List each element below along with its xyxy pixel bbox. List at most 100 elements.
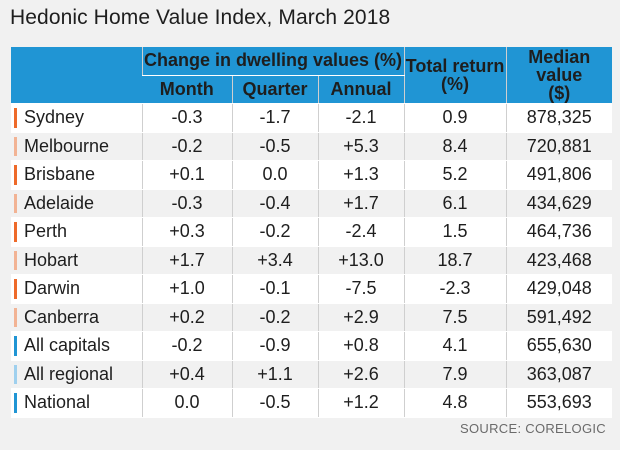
cell-annual: +5.3	[317, 132, 405, 161]
row-name: Sydney	[24, 107, 85, 128]
cell-quarter: -0.4	[231, 189, 318, 218]
chart-title: Hedonic Home Value Index, March 2018	[10, 6, 391, 29]
header-quarter: Quarter	[231, 75, 318, 104]
cell-total-return: 4.1	[403, 331, 507, 361]
cell-month: -0.2	[141, 331, 232, 361]
row-name-cell: Brisbane	[11, 160, 142, 190]
table-row: National 0.0 -0.5 +1.2 4.8 553,693	[11, 388, 613, 418]
cell-annual: -7.5	[317, 274, 405, 304]
cell-total-return: 4.8	[403, 388, 507, 418]
row-name: Perth	[24, 221, 68, 242]
cell-month: +0.2	[141, 303, 232, 332]
cell-median: 491,806	[505, 160, 613, 190]
row-color-bar	[14, 222, 17, 242]
cell-quarter: +1.1	[231, 360, 318, 389]
cell-median: 464,736	[505, 217, 613, 247]
row-name-cell: All regional	[11, 360, 142, 389]
row-name: All regional	[24, 363, 114, 384]
header-line: ($)	[548, 83, 571, 103]
cell-quarter: -1.7	[231, 103, 318, 133]
cell-month: +1.7	[141, 246, 232, 275]
cell-annual: -2.1	[317, 103, 405, 133]
row-color-bar	[14, 108, 17, 128]
row-name-cell: All capitals	[11, 331, 142, 361]
row-name-cell: Sydney	[11, 103, 142, 133]
cell-month: +0.1	[141, 160, 232, 190]
cell-annual: +1.2	[317, 388, 405, 418]
row-name-cell: Adelaide	[11, 189, 142, 218]
cell-quarter: +3.4	[231, 246, 318, 275]
home-value-table: Change in dwelling values (%) Total retu…	[11, 47, 613, 418]
cell-month: +0.4	[141, 360, 232, 389]
cell-total-return: 8.4	[403, 132, 507, 161]
row-color-bar	[14, 393, 17, 413]
header-change-group: Change in dwelling values (%)	[141, 47, 405, 76]
header-row-1: Change in dwelling values (%) Total retu…	[11, 47, 613, 104]
table-row: Brisbane +0.1 0.0 +1.3 5.2 491,806	[11, 160, 613, 190]
row-color-bar	[14, 193, 17, 213]
cell-quarter: 0.0	[231, 160, 318, 190]
cell-median: 720,881	[505, 132, 613, 161]
header-line: Total return	[405, 56, 505, 76]
row-color-bar	[14, 307, 17, 327]
row-name: Brisbane	[24, 164, 96, 185]
cell-quarter: -0.9	[231, 331, 318, 361]
cell-annual: +0.8	[317, 331, 405, 361]
table-row: Perth +0.3 -0.2 -2.4 1.5 464,736	[11, 217, 613, 247]
cell-month: -0.3	[141, 103, 232, 133]
row-name: National	[24, 392, 91, 413]
table-row: Sydney -0.3 -1.7 -2.1 0.9 878,325	[11, 103, 613, 133]
cell-annual: +1.3	[317, 160, 405, 190]
row-name: All capitals	[24, 335, 111, 356]
cell-total-return: 7.5	[403, 303, 507, 332]
cell-annual: -2.4	[317, 217, 405, 247]
table-row: Melbourne -0.2 -0.5 +5.3 8.4 720,881	[11, 132, 613, 161]
row-color-bar	[14, 279, 17, 299]
cell-annual: +2.6	[317, 360, 405, 389]
row-color-bar	[14, 364, 17, 384]
source-note: SOURCE: CORELOGIC	[460, 421, 606, 436]
row-color-bar	[14, 250, 17, 270]
header-row-2: Month Quarter Annual	[11, 75, 612, 104]
cell-quarter: -0.1	[231, 274, 318, 304]
header-month: Month	[142, 75, 232, 104]
cell-median: 434,629	[505, 189, 613, 218]
row-color-bar	[14, 336, 17, 356]
row-name: Canberra	[24, 306, 100, 327]
table-row: Darwin +1.0 -0.1 -7.5 -2.3 429,048	[11, 274, 613, 304]
row-color-bar	[14, 165, 17, 185]
cell-total-return: 5.2	[403, 160, 507, 190]
cell-month: +0.3	[141, 217, 232, 247]
cell-total-return: 0.9	[403, 103, 507, 133]
row-name-cell: National	[11, 388, 142, 418]
cell-annual: +1.7	[317, 189, 405, 218]
cell-quarter: -0.5	[231, 132, 318, 161]
header-line: Median value	[528, 47, 591, 85]
cell-annual: +2.9	[317, 303, 405, 332]
cell-median: 878,325	[505, 103, 613, 133]
cell-median: 423,468	[505, 246, 613, 275]
header-line: (%)	[441, 74, 470, 94]
cell-quarter: -0.5	[231, 388, 318, 418]
table-row: Hobart +1.7 +3.4 +13.0 18.7 423,468	[11, 246, 613, 275]
table-row: Canberra +0.2 -0.2 +2.9 7.5 591,492	[11, 303, 613, 332]
cell-annual: +13.0	[317, 246, 405, 275]
cell-median: 591,492	[505, 303, 613, 332]
cell-total-return: -2.3	[403, 274, 507, 304]
cell-total-return: 1.5	[403, 217, 507, 247]
cell-total-return: 18.7	[403, 246, 507, 275]
row-color-bar	[14, 136, 17, 156]
row-name: Melbourne	[24, 135, 110, 156]
cell-median: 363,087	[505, 360, 613, 389]
cell-median: 429,048	[505, 274, 613, 304]
row-name: Adelaide	[24, 192, 95, 213]
table-row: All capitals -0.2 -0.9 +0.8 4.1 655,630	[11, 331, 613, 361]
header-median-value: Median value ($)	[505, 47, 613, 104]
row-name-cell: Melbourne	[11, 132, 142, 161]
row-name-cell: Canberra	[11, 303, 142, 332]
row-name: Darwin	[24, 278, 81, 299]
table-row: Adelaide -0.3 -0.4 +1.7 6.1 434,629	[11, 189, 613, 218]
cell-median: 655,630	[505, 331, 613, 361]
cell-month: 0.0	[141, 388, 232, 418]
cell-median: 553,693	[505, 388, 613, 418]
